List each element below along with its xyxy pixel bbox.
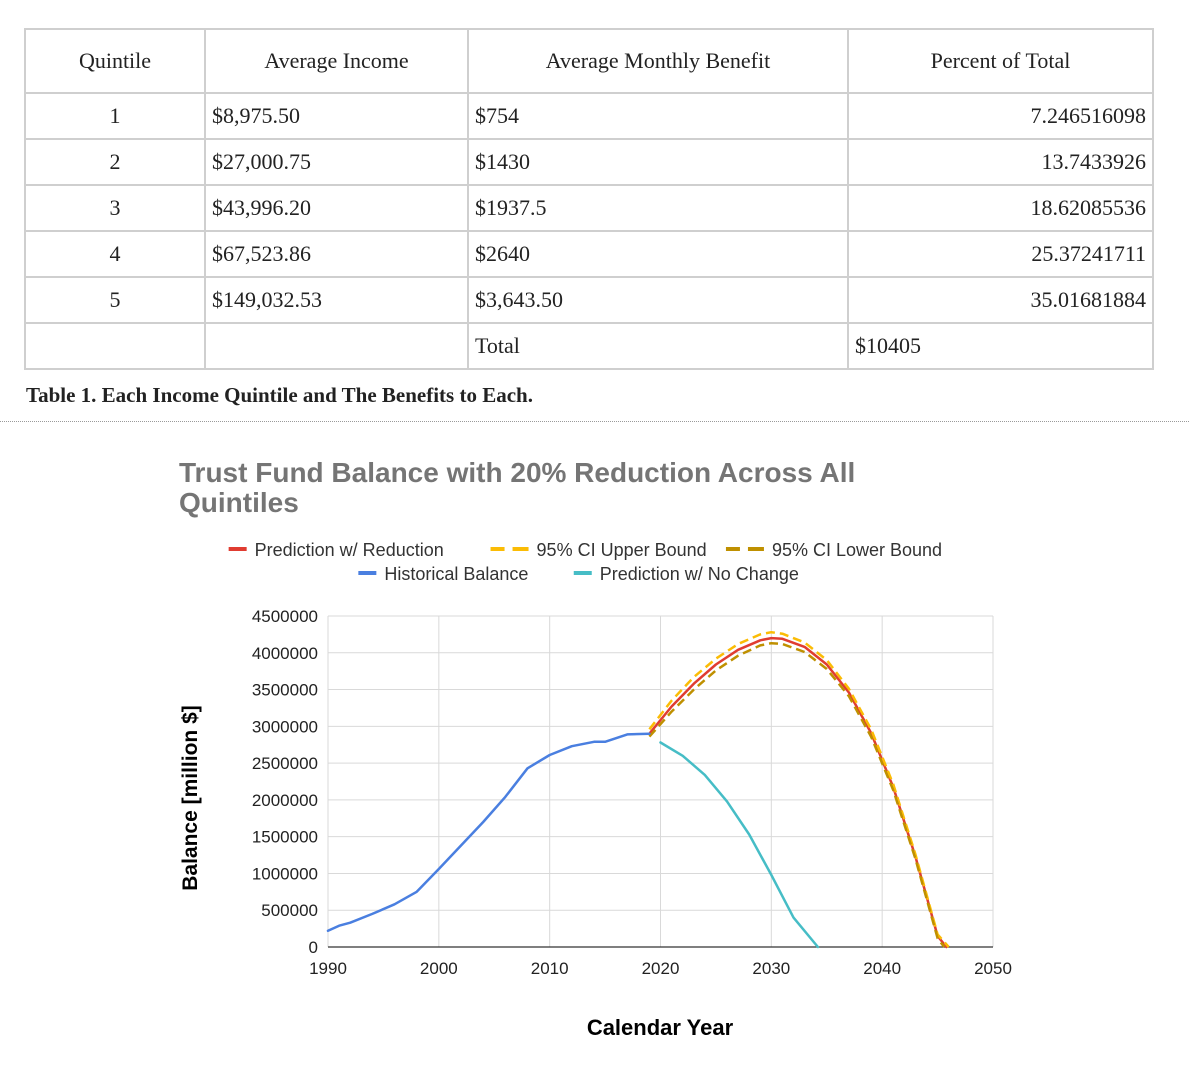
chart-svg: Trust Fund Balance with 20% Reduction Ac… [179, 457, 1012, 1040]
y-tick-label: 2000000 [252, 791, 318, 810]
legend-label: Prediction w/ No Change [600, 564, 799, 584]
chart-series [326, 630, 950, 949]
x-axis-title: Calendar Year [587, 1015, 734, 1040]
y-axis-title: Balance [million $] [179, 705, 202, 891]
series-line-prediction-w-reduction [648, 636, 948, 949]
y-tick-label: 4500000 [252, 607, 318, 626]
y-tick-label: 1500000 [252, 828, 318, 847]
chart-title-line2: Quintiles [179, 487, 299, 518]
cell-benefit: $3,643.50 [467, 276, 849, 324]
cell-income: $67,523.86 [204, 230, 469, 278]
table-header-row: Quintile Average Income Average Monthly … [24, 28, 1154, 94]
table-total-row: Total $10405 [24, 322, 1154, 370]
series-line-95-ci-upper-bound [648, 630, 950, 948]
chart-legend: Prediction w/ Reduction 95% CI Upper Boun… [228, 540, 942, 584]
cell-income: $43,996.20 [204, 184, 469, 232]
cell-total-value: $10405 [847, 322, 1154, 370]
cell-quintile: 3 [24, 184, 206, 232]
chart-axes: 0 500000 1000000 1500000 2000000 2500000 30000… [252, 607, 1012, 978]
legend-label: Prediction w/ Reduction [255, 540, 444, 560]
cell-total-label: Total [467, 322, 849, 370]
header-average-income: Average Income [204, 28, 469, 94]
x-tick-label: 2020 [642, 959, 680, 978]
y-tick-label: 3500000 [252, 681, 318, 700]
y-tick-label: 500000 [261, 901, 318, 920]
cell-percent: 25.37241711 [847, 230, 1154, 278]
cell-quintile: 2 [24, 138, 206, 186]
y-tick-label: 4000000 [252, 644, 318, 663]
series-line-prediction-w-no-change [659, 741, 820, 949]
cell-percent: 13.7433926 [847, 138, 1154, 186]
cell-percent: 35.01681884 [847, 276, 1154, 324]
x-tick-label: 2000 [420, 959, 458, 978]
legend-label: 95% CI Upper Bound [537, 540, 707, 560]
table-row: 1 $8,975.50 $754 7.246516098 [24, 92, 1154, 140]
cell-benefit: $2640 [467, 230, 849, 278]
legend-label: 95% CI Lower Bound [772, 540, 942, 560]
header-average-monthly-benefit: Average Monthly Benefit [467, 28, 849, 94]
table-row: 5 $149,032.53 $3,643.50 35.01681884 [24, 276, 1154, 324]
series-line-95-ci-lower-bound [648, 641, 946, 948]
y-tick-label: 0 [309, 938, 318, 957]
cell-benefit: $1937.5 [467, 184, 849, 232]
cell-income: $8,975.50 [204, 92, 469, 140]
header-percent-of-total: Percent of Total [847, 28, 1154, 94]
trust-fund-chart: Trust Fund Balance with 20% Reduction Ac… [0, 440, 1189, 1080]
cell-percent: 7.246516098 [847, 92, 1154, 140]
series-line-historical-balance [326, 732, 651, 933]
cell-income: $149,032.53 [204, 276, 469, 324]
table-row: 2 $27,000.75 $1430 13.7433926 [24, 138, 1154, 186]
quintile-table: Quintile Average Income Average Monthly … [24, 28, 1154, 370]
cell-income: $27,000.75 [204, 138, 469, 186]
cell-benefit: $1430 [467, 138, 849, 186]
y-tick-label: 1000000 [252, 864, 318, 883]
cell-percent: 18.62085536 [847, 184, 1154, 232]
section-divider [0, 421, 1189, 422]
quintile-table-container: Quintile Average Income Average Monthly … [24, 28, 1154, 370]
legend-label: Historical Balance [384, 564, 528, 584]
y-tick-label: 2500000 [252, 754, 318, 773]
table-row: 3 $43,996.20 $1937.5 18.62085536 [24, 184, 1154, 232]
cell-quintile: 5 [24, 276, 206, 324]
table-row: 4 $67,523.86 $2640 25.37241711 [24, 230, 1154, 278]
cell-benefit: $754 [467, 92, 849, 140]
table-caption: Table 1. Each Income Quintile and The Be… [26, 383, 533, 407]
chart-title-line1: Trust Fund Balance with 20% Reduction Ac… [179, 457, 855, 488]
x-tick-label: 2050 [974, 959, 1012, 978]
y-tick-label: 3000000 [252, 717, 318, 736]
header-quintile: Quintile [24, 28, 206, 94]
x-tick-label: 2010 [531, 959, 569, 978]
cell-quintile: 4 [24, 230, 206, 278]
x-tick-label: 1990 [309, 959, 347, 978]
cell-empty [24, 322, 206, 370]
cell-empty [204, 322, 469, 370]
x-tick-label: 2040 [863, 959, 901, 978]
cell-quintile: 1 [24, 92, 206, 140]
chart-gridlines [327, 615, 994, 947]
x-tick-label: 2030 [752, 959, 790, 978]
